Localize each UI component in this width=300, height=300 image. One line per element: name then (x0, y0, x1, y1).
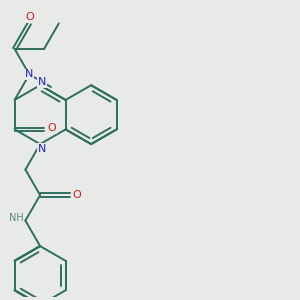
Text: O: O (47, 123, 56, 133)
Text: N: N (38, 77, 46, 87)
Text: N: N (38, 143, 46, 154)
Text: O: O (25, 12, 34, 22)
Text: NH: NH (9, 213, 23, 223)
Text: O: O (73, 190, 81, 200)
Text: N: N (25, 69, 34, 80)
